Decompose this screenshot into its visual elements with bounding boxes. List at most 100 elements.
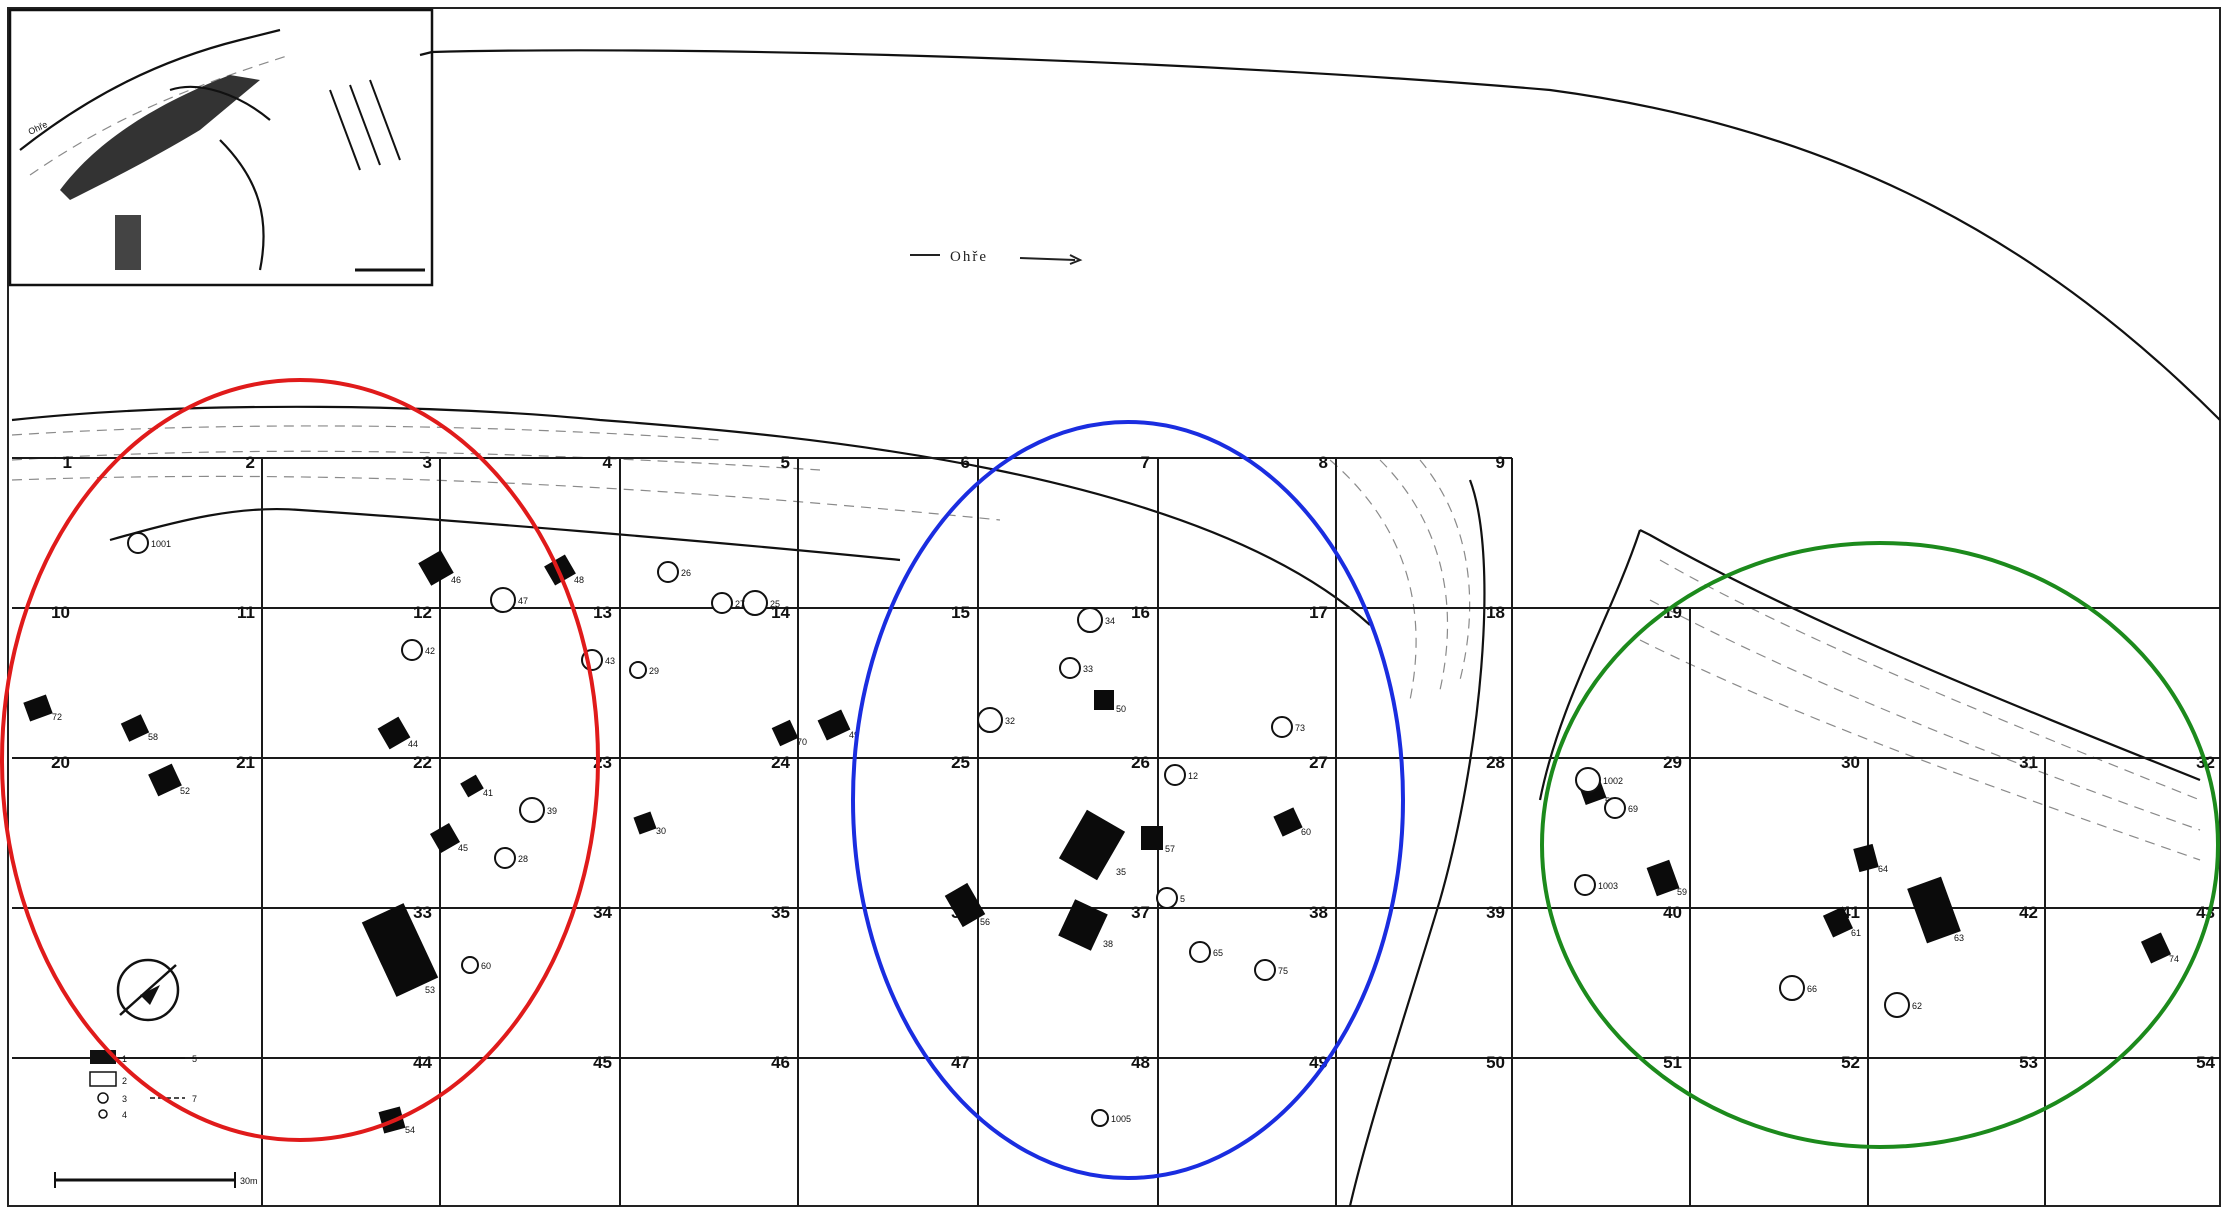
inset-map: Ohře bbox=[8, 8, 434, 287]
storage-pit bbox=[1604, 797, 1626, 819]
grid-square-number: 1 bbox=[63, 453, 72, 472]
terrace-contour bbox=[11, 475, 1001, 521]
grid-square-number: 13 bbox=[593, 603, 612, 622]
house-label: 64 bbox=[1878, 864, 1888, 874]
grid-square-number: 11 bbox=[237, 603, 255, 622]
storage-pit bbox=[1164, 764, 1186, 786]
house-label: 44 bbox=[408, 739, 418, 749]
terrace-contour bbox=[11, 425, 721, 441]
pit-label: 1003 bbox=[1598, 881, 1618, 891]
terrace-contour bbox=[1419, 459, 1471, 681]
pit-label: 47 bbox=[518, 596, 528, 606]
legend-item-label: 3 bbox=[122, 1094, 127, 1104]
grid-square-number: 42 bbox=[2019, 903, 2038, 922]
grid-square-number: 33 bbox=[413, 903, 432, 922]
grid-square-number: 17 bbox=[1309, 603, 1328, 622]
pit-label: 26 bbox=[681, 568, 691, 578]
grid-square-number: 37 bbox=[1131, 903, 1150, 922]
legend-line-label: 7 bbox=[192, 1094, 197, 1104]
grid-square-number: 4 bbox=[603, 453, 613, 472]
storage-pit bbox=[1884, 992, 1910, 1018]
storage-pit bbox=[127, 532, 149, 554]
house-label: 46 bbox=[451, 575, 461, 585]
grid-square-number: 10 bbox=[51, 603, 70, 622]
scale-bar: 30m bbox=[54, 1172, 258, 1188]
storage-pit bbox=[742, 590, 768, 616]
house-label: 41 bbox=[483, 788, 493, 798]
house-label: 60 bbox=[1301, 827, 1311, 837]
sunken-house bbox=[418, 550, 454, 586]
grid-square-number: 35 bbox=[771, 903, 790, 922]
house-label: 57 bbox=[1165, 844, 1175, 854]
grid-square-number: 52 bbox=[1841, 1053, 1860, 1072]
sunken-house bbox=[120, 714, 150, 742]
grid-square-number: 29 bbox=[1663, 753, 1682, 772]
river-indicator: Ohře bbox=[910, 249, 1083, 265]
highlight-ellipse-green bbox=[1540, 541, 2220, 1149]
house-label: 45 bbox=[458, 843, 468, 853]
pit-label: 60 bbox=[481, 961, 491, 971]
house-label: 58 bbox=[148, 732, 158, 742]
sunken-house bbox=[1058, 899, 1108, 951]
storage-pit bbox=[490, 587, 516, 613]
grid-square-number: 50 bbox=[1486, 1053, 1505, 1072]
storage-pit bbox=[1779, 975, 1805, 1001]
sunken-house bbox=[460, 774, 484, 798]
river-bank-start bbox=[419, 50, 433, 57]
survey-grid bbox=[12, 457, 2220, 1206]
storage-pit bbox=[977, 707, 1003, 733]
grid-square-number: 40 bbox=[1663, 903, 1682, 922]
grid-square-number: 3 bbox=[423, 453, 432, 472]
sunken-house bbox=[633, 811, 657, 835]
grid-square-number: 54 bbox=[2196, 1053, 2215, 1072]
house-label: 54 bbox=[405, 1125, 415, 1135]
sunken-house bbox=[944, 882, 986, 928]
grid-square-number: 30 bbox=[1841, 753, 1860, 772]
river-arrow-right bbox=[1019, 257, 1076, 261]
grid-square-number: 5 bbox=[781, 453, 790, 472]
pit-label: 32 bbox=[1005, 716, 1015, 726]
legend: 1 2 3 4 5 7 bbox=[89, 1050, 197, 1120]
grid-square-number: 7 bbox=[1141, 453, 1150, 472]
grid-square-number: 39 bbox=[1486, 903, 1505, 922]
spur-edge-west bbox=[1538, 529, 1642, 801]
highlight-ellipse-blue bbox=[851, 420, 1405, 1180]
sunken-house bbox=[1141, 826, 1163, 850]
sunken-house bbox=[771, 719, 799, 747]
pit-label: 5 bbox=[1180, 894, 1185, 904]
house-label: 50 bbox=[1116, 704, 1126, 714]
legend-small-pit-symbol bbox=[98, 1109, 108, 1119]
inset-hatch bbox=[349, 84, 381, 166]
legend-pit-symbol bbox=[89, 1071, 117, 1087]
grid-square-number: 45 bbox=[593, 1053, 612, 1072]
grid-square-number: 20 bbox=[51, 753, 70, 772]
terrace-edge-east bbox=[1348, 479, 1486, 1207]
storage-pit bbox=[494, 847, 516, 869]
grid-square-number: 24 bbox=[771, 753, 790, 772]
storage-pit bbox=[401, 639, 423, 661]
grid-square-number: 21 bbox=[236, 753, 255, 772]
grid-square-number: 25 bbox=[951, 753, 970, 772]
sunken-house bbox=[1094, 690, 1114, 710]
grid-square-number: 22 bbox=[413, 753, 432, 772]
inset-frame bbox=[8, 8, 434, 287]
pit-label: 34 bbox=[1105, 616, 1115, 626]
sunken-house bbox=[23, 694, 53, 722]
grid-square-number: 44 bbox=[413, 1053, 432, 1072]
spur-contour bbox=[1659, 559, 2201, 801]
inset-road bbox=[19, 28, 281, 151]
pit-label: 12 bbox=[1188, 771, 1198, 781]
inset-contour bbox=[29, 54, 291, 176]
storage-pit bbox=[1254, 959, 1276, 981]
storage-pit bbox=[1059, 657, 1081, 679]
sunken-house bbox=[361, 903, 439, 997]
grid-square-number: 2 bbox=[246, 453, 255, 472]
house-label: 63 bbox=[1954, 933, 1964, 943]
inset-path bbox=[169, 85, 271, 121]
pit-label: 43 bbox=[605, 656, 615, 666]
grid-square-number: 31 bbox=[2019, 753, 2038, 772]
house-label: 59 bbox=[1677, 887, 1687, 897]
legend-item-label: 2 bbox=[122, 1076, 127, 1086]
grid-square-number: 28 bbox=[1486, 753, 1505, 772]
